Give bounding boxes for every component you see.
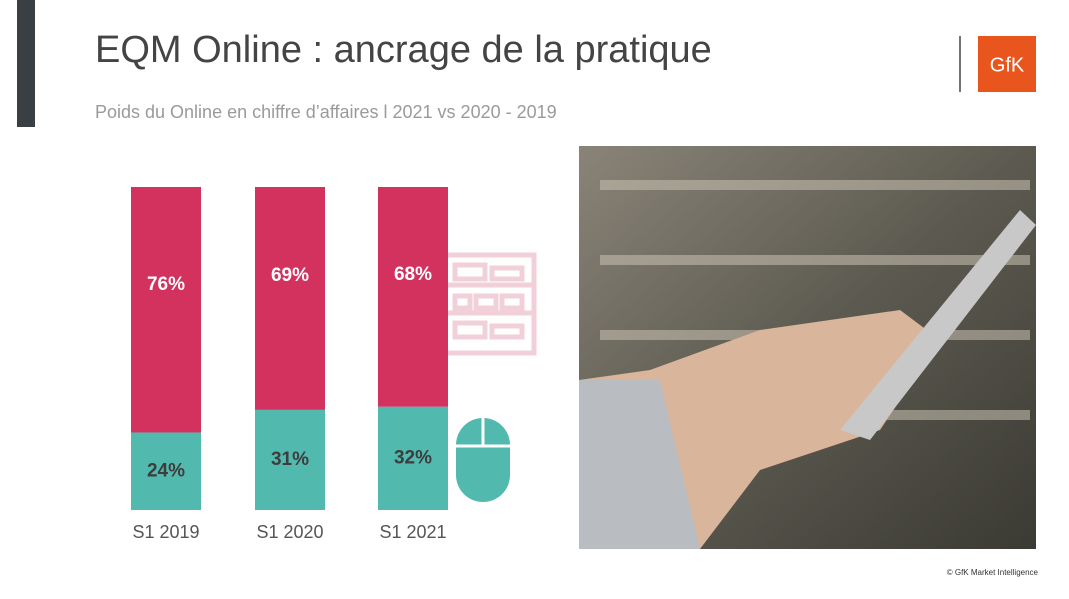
slide-subtitle: Poids du Online en chiffre d’affaires l … [95,102,557,122]
bar-segment [131,432,201,510]
footer: © GfK Market Intelligence [947,568,1039,577]
bar-segment [378,406,448,510]
mouse-icon [456,418,510,502]
shelf-icon [441,252,537,356]
photo [579,146,1036,549]
value-label: 32% [394,447,432,468]
value-label: 68% [394,264,432,285]
logo: GfK [990,54,1025,76]
bar-segment [255,187,325,410]
x-tick-label: S1 2021 [379,522,446,542]
logo-box [978,36,1036,92]
value-label: 24% [147,460,185,481]
bar-segment [255,409,325,510]
value-label: 31% [271,449,309,470]
accent-bar [17,0,35,127]
value-label: 69% [271,265,309,286]
x-tick-label: S1 2020 [256,522,323,542]
bar-segment [378,187,448,407]
slide-title: EQM Online : ancrage de la pratique [95,29,712,71]
value-label: 76% [147,274,185,295]
x-tick-label: S1 2019 [132,522,199,542]
bar-segment [131,187,201,433]
